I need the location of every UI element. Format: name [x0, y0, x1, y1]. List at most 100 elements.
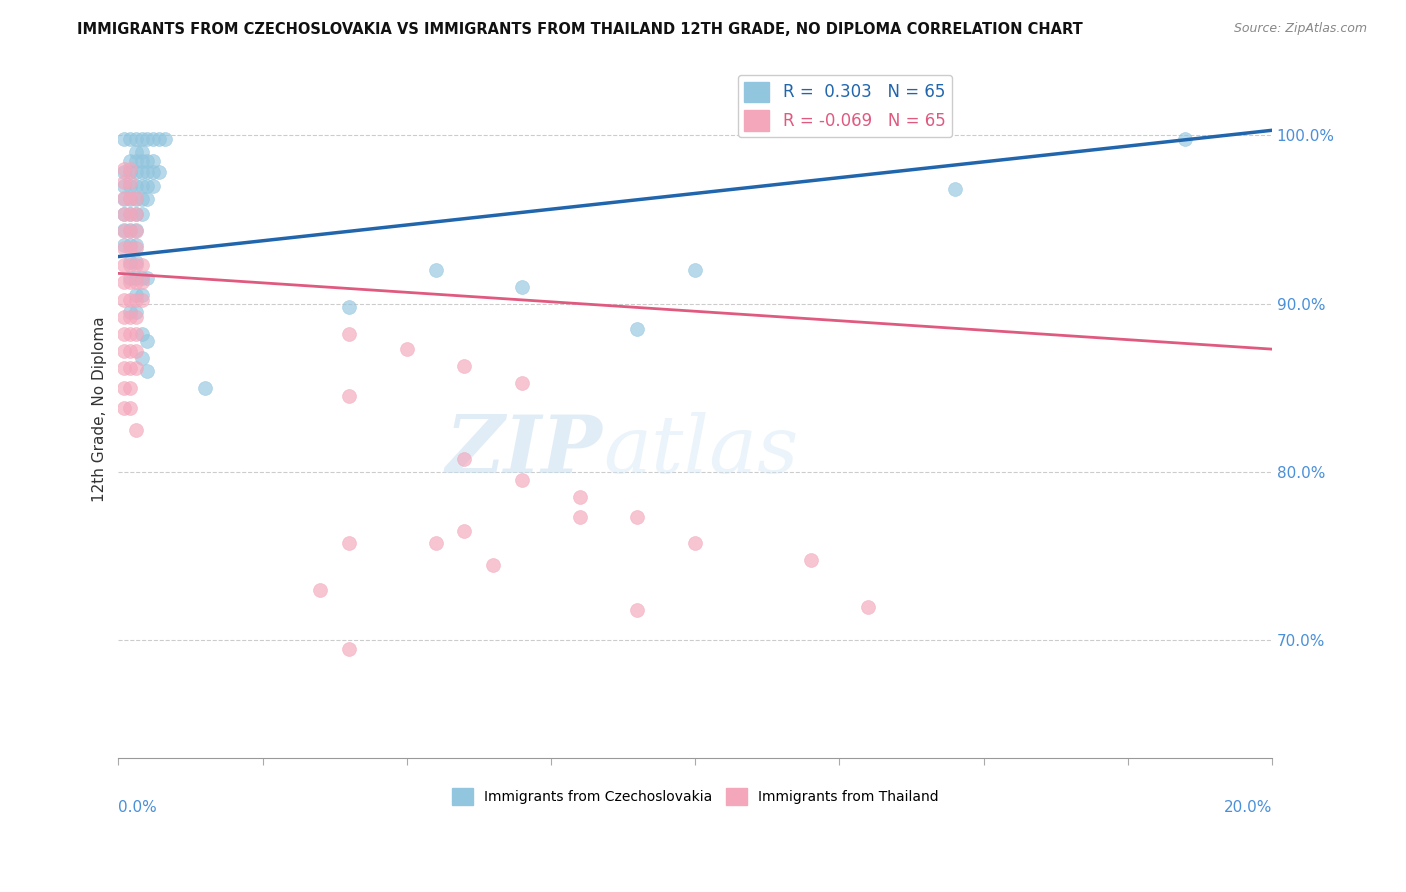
Point — [131, 178, 153, 193]
Point — [131, 145, 153, 160]
Point — [118, 191, 141, 205]
Point — [125, 192, 148, 206]
Legend: Immigrants from Czechoslovakia, Immigrants from Thailand: Immigrants from Czechoslovakia, Immigran… — [446, 782, 943, 811]
Point — [142, 165, 165, 179]
Point — [943, 182, 966, 196]
Point — [136, 364, 159, 378]
Point — [337, 300, 360, 314]
Point — [125, 293, 148, 308]
Point — [148, 132, 170, 146]
Point — [337, 326, 360, 341]
Point — [112, 293, 135, 308]
Point — [112, 237, 135, 252]
Point — [125, 288, 148, 302]
Point — [125, 423, 148, 437]
Point — [112, 132, 135, 146]
Point — [118, 326, 141, 341]
Point — [118, 310, 141, 325]
Point — [125, 145, 148, 160]
Point — [1174, 132, 1197, 146]
Point — [131, 207, 153, 221]
Point — [136, 165, 159, 179]
Point — [118, 207, 141, 221]
Point — [112, 191, 135, 205]
Point — [194, 381, 217, 395]
Text: 0.0%: 0.0% — [118, 800, 157, 815]
Point — [626, 322, 648, 336]
Point — [118, 222, 141, 236]
Text: IMMIGRANTS FROM CZECHOSLOVAKIA VS IMMIGRANTS FROM THAILAND 12TH GRADE, NO DIPLOM: IMMIGRANTS FROM CZECHOSLOVAKIA VS IMMIGR… — [77, 22, 1083, 37]
Point — [131, 293, 153, 308]
Point — [112, 258, 135, 272]
Point — [131, 192, 153, 206]
Point — [453, 359, 475, 373]
Point — [112, 222, 135, 236]
Point — [118, 343, 141, 358]
Point — [337, 641, 360, 656]
Point — [153, 132, 176, 146]
Point — [568, 510, 591, 524]
Point — [112, 275, 135, 289]
Point — [112, 241, 135, 255]
Point — [118, 237, 141, 252]
Point — [510, 474, 533, 488]
Y-axis label: 12th Grade, No Diploma: 12th Grade, No Diploma — [93, 316, 107, 501]
Text: atlas: atlas — [603, 412, 799, 490]
Point — [683, 263, 706, 277]
Point — [142, 132, 165, 146]
Point — [568, 490, 591, 504]
Point — [337, 389, 360, 403]
Point — [453, 451, 475, 466]
Point — [453, 524, 475, 538]
Point — [118, 254, 141, 268]
Text: Source: ZipAtlas.com: Source: ZipAtlas.com — [1233, 22, 1367, 36]
Point — [125, 191, 148, 205]
Point — [118, 381, 141, 395]
Point — [425, 263, 447, 277]
Point — [112, 207, 135, 221]
Point — [112, 161, 135, 176]
Point — [118, 153, 141, 168]
Point — [683, 535, 706, 549]
Point — [131, 326, 153, 341]
Point — [118, 271, 141, 285]
Point — [125, 360, 148, 375]
Point — [125, 224, 148, 238]
Point — [148, 165, 170, 179]
Point — [112, 224, 135, 238]
Point — [118, 224, 141, 238]
Point — [510, 376, 533, 390]
Point — [136, 132, 159, 146]
Point — [112, 381, 135, 395]
Point — [136, 334, 159, 348]
Point — [136, 271, 159, 285]
Point — [125, 241, 148, 255]
Point — [118, 360, 141, 375]
Point — [112, 360, 135, 375]
Point — [337, 535, 360, 549]
Point — [118, 401, 141, 415]
Point — [112, 192, 135, 206]
Point — [125, 207, 148, 221]
Point — [131, 275, 153, 289]
Point — [125, 343, 148, 358]
Point — [112, 207, 135, 221]
Point — [125, 305, 148, 319]
Point — [131, 153, 153, 168]
Point — [118, 241, 141, 255]
Point — [131, 288, 153, 302]
Point — [125, 326, 148, 341]
Point — [118, 258, 141, 272]
Point — [125, 237, 148, 252]
Point — [125, 222, 148, 236]
Point — [118, 176, 141, 190]
Point — [125, 254, 148, 268]
Point — [856, 599, 879, 614]
Point — [112, 165, 135, 179]
Point — [136, 178, 159, 193]
Point — [142, 153, 165, 168]
Text: ZIP: ZIP — [446, 412, 603, 490]
Text: 20.0%: 20.0% — [1223, 800, 1272, 815]
Point — [131, 165, 153, 179]
Point — [136, 192, 159, 206]
